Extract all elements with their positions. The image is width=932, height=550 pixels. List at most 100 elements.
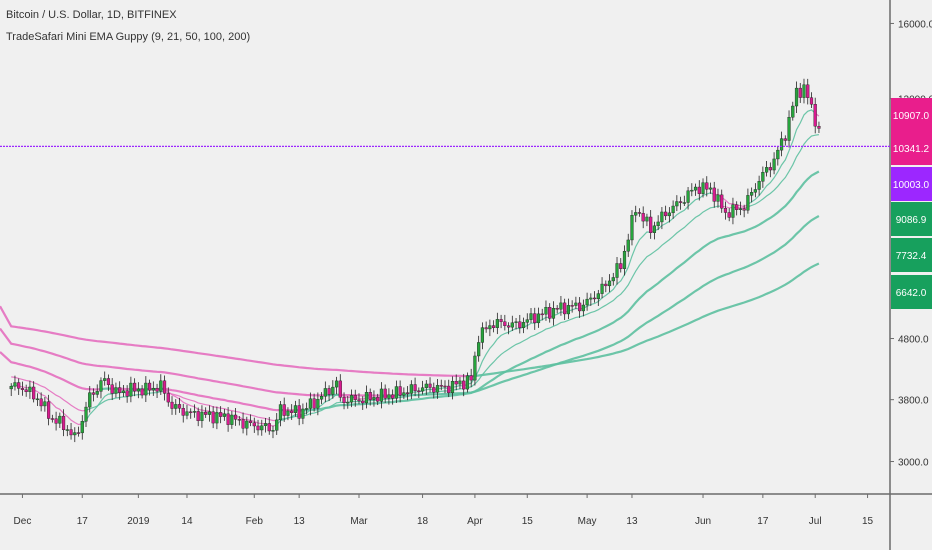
x-tick-label: Dec [14, 516, 32, 527]
price-tag-label: 9086.9 [896, 215, 927, 226]
candle [783, 135, 787, 146]
candle [746, 188, 750, 214]
candle [413, 377, 417, 397]
candle [514, 318, 518, 330]
candle [660, 207, 664, 230]
candle [723, 201, 728, 220]
candle [574, 296, 578, 309]
candle [809, 92, 814, 109]
candle [761, 166, 765, 188]
candle [379, 382, 384, 409]
candle [776, 146, 780, 166]
candle [241, 412, 245, 434]
candle [207, 405, 212, 422]
candle [24, 384, 28, 397]
candle [521, 317, 526, 334]
ema-9-line [164, 388, 217, 415]
y-tick-label: 16000.0 [898, 19, 932, 30]
candle [305, 402, 309, 415]
candle [43, 397, 47, 412]
candle [518, 314, 522, 334]
candle [626, 233, 630, 257]
candle [420, 380, 425, 395]
candle [529, 308, 533, 324]
x-tick-label: Mar [350, 516, 368, 527]
candle [555, 305, 559, 314]
x-tick-label: 13 [626, 516, 638, 527]
ema-21-line [747, 134, 819, 208]
ema-21-line [467, 205, 722, 389]
price-tag-label: 6642.0 [896, 288, 927, 299]
candle [61, 409, 66, 437]
candle [256, 419, 260, 436]
candle [690, 183, 694, 197]
candle [346, 395, 350, 409]
candle [50, 414, 54, 423]
candle [693, 183, 698, 196]
candle [376, 393, 380, 406]
candle [585, 292, 589, 311]
candle [125, 385, 129, 403]
candles [9, 78, 821, 443]
candle [144, 376, 148, 403]
candle [103, 371, 107, 386]
ema-100-line [340, 393, 367, 397]
candle [697, 180, 701, 201]
candle [35, 393, 39, 406]
candle [566, 298, 571, 319]
candle [95, 384, 99, 398]
candle [271, 425, 275, 439]
candle [297, 399, 301, 426]
y-tick-label: 4800.0 [898, 335, 929, 346]
candle [563, 298, 567, 320]
candle [738, 201, 743, 216]
x-tick-label: Jun [695, 516, 711, 527]
candle [454, 374, 458, 391]
candle [133, 378, 137, 397]
candle [495, 312, 499, 335]
candle [791, 101, 795, 121]
candle [656, 215, 660, 231]
candle [47, 394, 51, 426]
candle [559, 295, 563, 316]
candle [136, 382, 140, 399]
candle [439, 379, 443, 391]
ema-9-line [437, 387, 449, 390]
candle [675, 195, 679, 212]
x-tick-label: Apr [467, 516, 483, 527]
candle [817, 121, 821, 134]
candle [469, 368, 473, 388]
candle [727, 208, 731, 222]
candle [32, 381, 36, 403]
candle [245, 416, 249, 436]
candle [578, 297, 582, 318]
candle [686, 187, 690, 210]
candle [349, 389, 354, 408]
candle [166, 387, 170, 407]
candle [177, 397, 182, 413]
candle [323, 381, 327, 403]
candle [473, 351, 477, 386]
ema-21-line [452, 388, 464, 391]
candle [637, 208, 642, 217]
candle [772, 152, 776, 175]
candle [17, 378, 21, 395]
candle [450, 376, 455, 400]
candle [645, 213, 649, 227]
candle [525, 313, 529, 330]
candle [402, 387, 406, 400]
indicator-title[interactable]: TradeSafari Mini EMA Guppy (9, 21, 50, 1… [6, 31, 251, 43]
candle [409, 380, 413, 400]
candle [28, 380, 32, 399]
candle [219, 406, 223, 424]
candle [592, 291, 597, 303]
price-tag: 7732.4 [891, 238, 932, 272]
ema-50-line [100, 387, 113, 391]
candle [252, 417, 256, 433]
symbol-title[interactable]: Bitcoin / U.S. Dollar, 1D, BITFINEX [6, 9, 177, 21]
ema-21-line [145, 390, 165, 395]
candle [742, 204, 746, 218]
candle [757, 175, 761, 196]
candle [159, 374, 163, 395]
